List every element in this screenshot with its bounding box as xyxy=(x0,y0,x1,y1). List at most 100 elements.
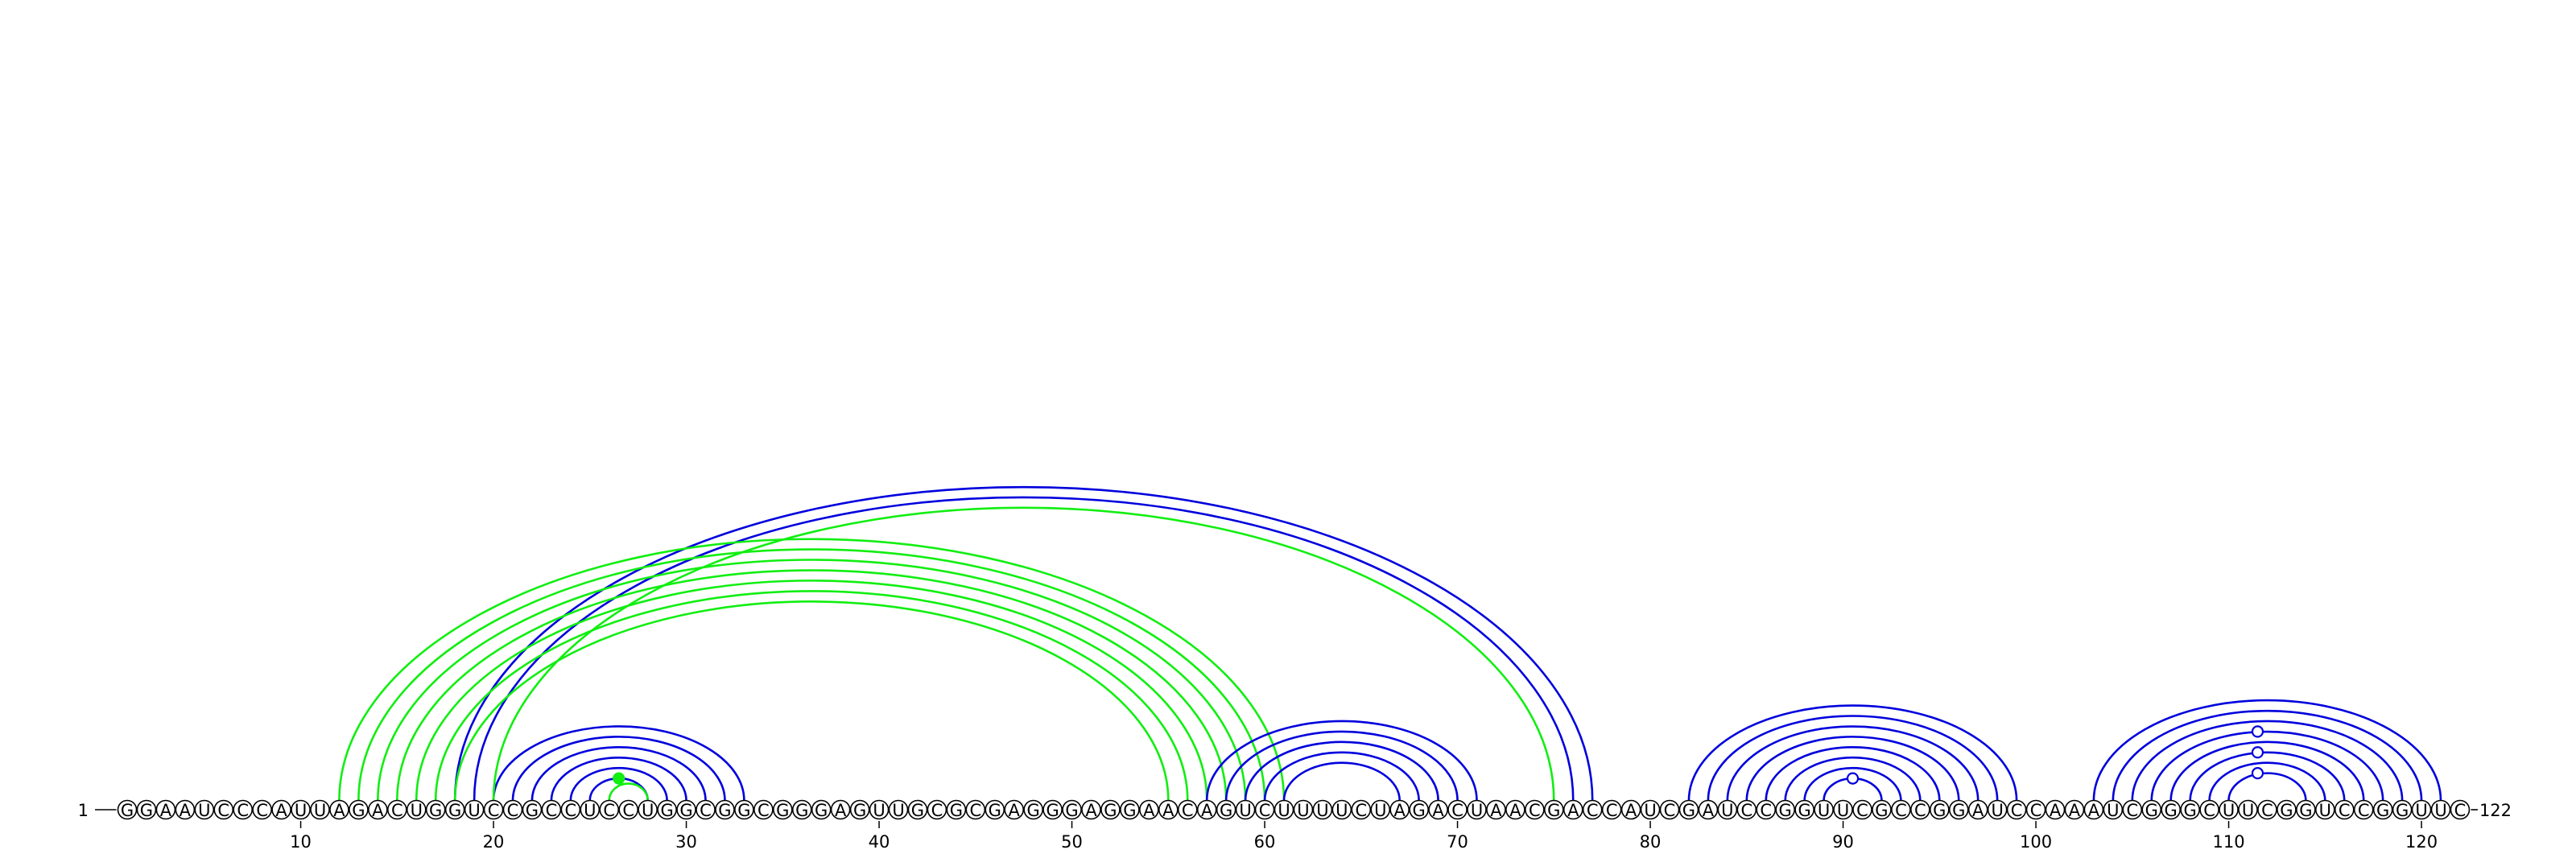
nucleotide-105: C xyxy=(2122,799,2143,820)
nucleotide-109: C xyxy=(2199,799,2219,820)
nucleotide-letter: U xyxy=(1278,801,1290,820)
nucleotide-letter: G xyxy=(2299,801,2312,820)
nucleotide-circle xyxy=(2141,799,2162,820)
nucleotide-circle xyxy=(2025,799,2046,820)
nucleotide-circle xyxy=(1274,799,1294,820)
nucleotide-circle xyxy=(985,799,1005,820)
tick-label: 100 xyxy=(2020,832,2052,852)
tick-60: 60 xyxy=(1254,821,1275,852)
nucleotide-46: G xyxy=(985,799,1005,820)
tick-10: 10 xyxy=(290,821,312,852)
nucleotide-letter: U xyxy=(892,801,904,820)
nucleotide-90: U xyxy=(1833,799,1853,820)
nucleotide-circle xyxy=(1177,799,1198,820)
nucleotide-circle xyxy=(1601,799,1622,820)
nucleotide-letter: G xyxy=(737,801,750,820)
nucleotide-letter: C xyxy=(1914,801,1926,820)
nucleotide-25: U xyxy=(580,799,601,820)
nucleotide-65: C xyxy=(1351,799,1372,820)
nucleotide-circle xyxy=(2430,799,2451,820)
nucleotide-letter: C xyxy=(1355,801,1367,820)
pair-arc-green-16-57 xyxy=(415,580,1208,801)
pair-arc-blue-84-97 xyxy=(1726,725,1979,801)
nucleotide-letter: A xyxy=(1394,801,1406,820)
nucleotide-letter: G xyxy=(660,801,673,820)
nucleotide-14: A xyxy=(368,799,388,820)
nucleotide-21: C xyxy=(502,799,523,820)
nucleotide-circle xyxy=(638,799,658,820)
nucleotide-84: U xyxy=(1717,799,1738,820)
nucleotide-letter: G xyxy=(526,801,539,820)
nucleotide-letter: G xyxy=(679,801,692,820)
nucleotide-circle xyxy=(2411,799,2432,820)
nucleotide-letter: G xyxy=(1046,801,1059,820)
nucleotide-88: G xyxy=(1794,799,1814,820)
nucleotide-letter: A xyxy=(160,801,172,820)
nucleotide-circle xyxy=(1312,799,1333,820)
tick-20: 20 xyxy=(483,821,504,852)
nucleotide-letter: G xyxy=(1123,801,1136,820)
nucleotide-circle xyxy=(1659,799,1680,820)
nucleotide-circle xyxy=(734,799,754,820)
nucleotide-letter: U xyxy=(411,801,423,820)
nucleotide-circle xyxy=(386,799,407,820)
nucleotide-letter: A xyxy=(1625,801,1637,820)
nucleotide-circle xyxy=(2392,799,2413,820)
nucleotide-circle xyxy=(1389,799,1410,820)
nucleotide-33: G xyxy=(734,799,754,820)
arc-marker-5 xyxy=(2251,725,2264,738)
nucleotide-letter: C xyxy=(217,801,229,820)
nucleotide-3: A xyxy=(155,799,176,820)
nucleotide-107: G xyxy=(2161,799,2181,820)
nucleotide-letter: C xyxy=(2358,801,2370,820)
pair-arc-green-17-56 xyxy=(434,590,1189,801)
nucleotide-circle xyxy=(1370,799,1391,820)
nucleotide-48: G xyxy=(1023,799,1043,820)
pair-arc-blue-61-67 xyxy=(1282,761,1401,801)
nucleotide-45: C xyxy=(965,799,986,820)
nucleotide-letter: A xyxy=(1703,801,1715,820)
nucleotide-letter: G xyxy=(2145,801,2158,820)
nucleotide-letter: A xyxy=(1085,801,1097,820)
nucleotide-circle xyxy=(1717,799,1738,820)
nucleotide-108: G xyxy=(2180,799,2200,820)
nucleotide-44: G xyxy=(946,799,967,820)
nucleotide-circle xyxy=(175,799,196,820)
nucleotide-letter: A xyxy=(2050,801,2062,820)
nucleotide-111: U xyxy=(2238,799,2258,820)
nucleotide-circle xyxy=(1930,799,1950,820)
tick-label: 120 xyxy=(2405,832,2438,852)
nucleotide-circle xyxy=(2161,799,2181,820)
nucleotide-11: U xyxy=(310,799,330,820)
nucleotide-letter: U xyxy=(2242,801,2254,820)
nucleotide-letter: G xyxy=(1220,801,1232,820)
nucleotide-24: C xyxy=(560,799,581,820)
nucleotide-circle xyxy=(1698,799,1719,820)
tick-120: 120 xyxy=(2405,821,2438,852)
nucleotide-circle xyxy=(1004,799,1024,820)
nucleotide-circle xyxy=(791,799,812,820)
pair-arc-green-13-60 xyxy=(357,548,1266,801)
nucleotide-circle xyxy=(1254,799,1275,820)
nucleotide-letter: U xyxy=(1644,801,1656,820)
nucleotide-letter: U xyxy=(1721,801,1733,820)
position-axis: 10 20 30 40 50 60 70 80 90 100 110 120 xyxy=(290,821,2438,852)
nucleotide-letter: U xyxy=(2107,801,2119,820)
nucleotide-letter: U xyxy=(1297,801,1309,820)
nucleotide-49: G xyxy=(1042,799,1063,820)
nucleotide-circle xyxy=(1428,799,1448,820)
nucleotide-letter: C xyxy=(488,801,500,820)
nucleotide-30: G xyxy=(676,799,696,820)
nucleotide-circle xyxy=(1293,799,1314,820)
nucleotide-letter: U xyxy=(468,801,480,820)
nucleotide-letter: C xyxy=(546,801,558,820)
nucleotide-60: C xyxy=(1254,799,1275,820)
nucleotide-letter: C xyxy=(758,801,770,820)
nucleotide-letter: A xyxy=(1009,801,1021,820)
nucleotide-letter: C xyxy=(1182,801,1194,820)
nucleotide-letter: C xyxy=(2339,801,2351,820)
nucleotide-letter: U xyxy=(1316,801,1328,820)
pair-arc-blue-106-118 xyxy=(2150,730,2384,801)
pair-arc-blue-103-121 xyxy=(2092,699,2442,801)
nucleotide-circle xyxy=(1910,799,1930,820)
